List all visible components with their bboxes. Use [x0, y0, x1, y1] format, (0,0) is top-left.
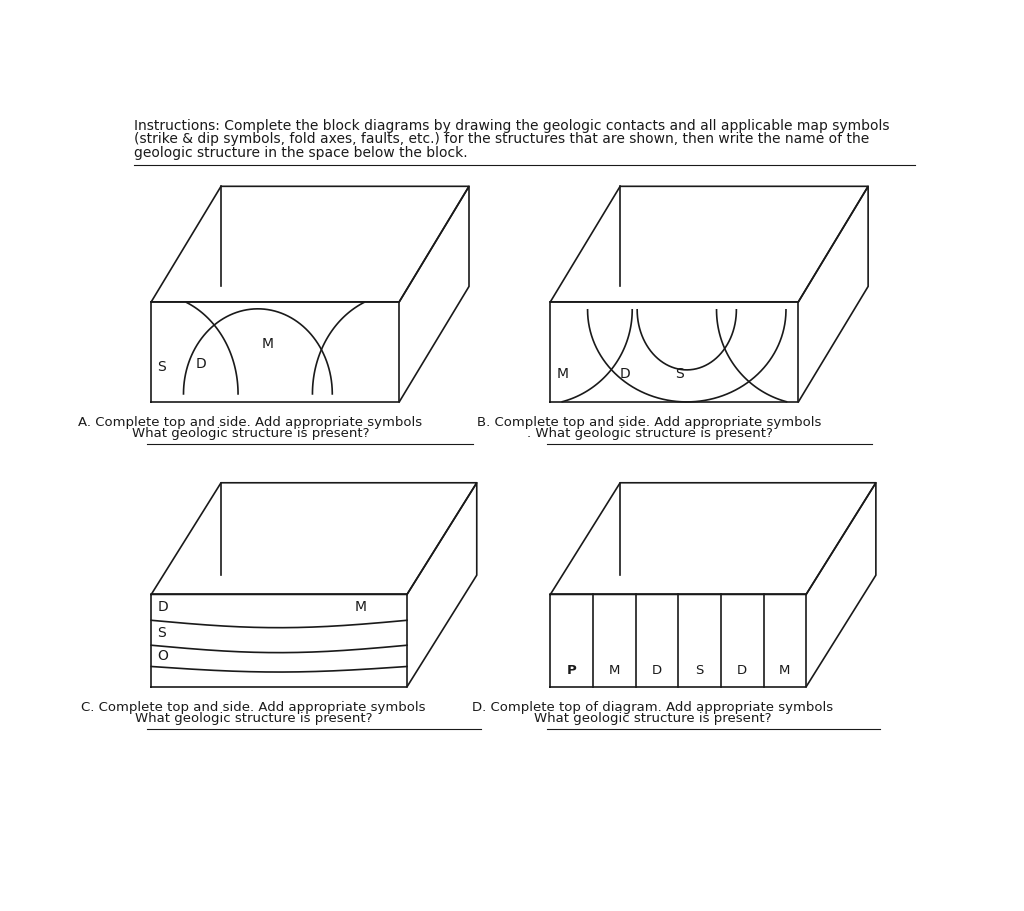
Text: M: M	[557, 367, 568, 381]
Text: D: D	[737, 664, 748, 677]
Text: What geologic structure is present?: What geologic structure is present?	[534, 712, 771, 725]
Text: B. Complete top and side. Add appropriate symbols: B. Complete top and side. Add appropriat…	[477, 415, 822, 429]
Text: . What geologic structure is present?: . What geologic structure is present?	[526, 427, 772, 440]
Text: P: P	[567, 664, 577, 677]
Text: Instructions: Complete the block diagrams by drawing the geologic contacts and a: Instructions: Complete the block diagram…	[134, 118, 890, 133]
Text: What geologic structure is present?: What geologic structure is present?	[132, 427, 370, 440]
Text: M: M	[262, 337, 273, 351]
Text: D: D	[158, 600, 168, 614]
Text: S: S	[158, 360, 166, 374]
Text: S: S	[158, 626, 166, 640]
Text: geologic structure in the space below the block.: geologic structure in the space below th…	[134, 147, 468, 160]
Text: D: D	[196, 357, 206, 371]
Text: D: D	[620, 367, 630, 381]
Text: O: O	[158, 650, 168, 663]
Text: A. Complete top and side. Add appropriate symbols: A. Complete top and side. Add appropriat…	[79, 415, 423, 429]
Text: D: D	[652, 664, 662, 677]
Text: What geologic structure is present?: What geologic structure is present?	[135, 712, 373, 725]
Text: C. Complete top and side. Add appropriate symbols: C. Complete top and side. Add appropriat…	[81, 701, 426, 713]
Text: M: M	[608, 664, 620, 677]
Text: S: S	[695, 664, 703, 677]
Text: M: M	[779, 664, 791, 677]
Text: S: S	[675, 367, 684, 381]
Text: (strike & dip symbols, fold axes, faults, etc.) for the structures that are show: (strike & dip symbols, fold axes, faults…	[134, 132, 869, 147]
Text: D. Complete top of diagram. Add appropriate symbols: D. Complete top of diagram. Add appropri…	[472, 701, 834, 713]
Text: M: M	[355, 600, 367, 614]
